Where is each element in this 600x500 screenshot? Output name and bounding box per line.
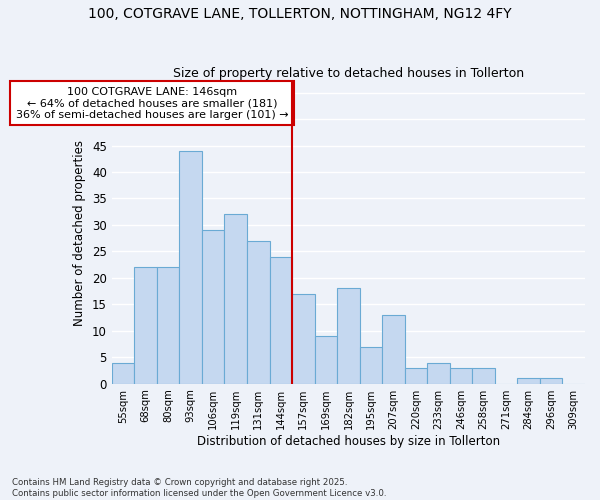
Bar [540, 378, 562, 384]
Bar [472, 368, 495, 384]
Text: Contains HM Land Registry data © Crown copyright and database right 2025.
Contai: Contains HM Land Registry data © Crown c… [12, 478, 386, 498]
Bar [202, 230, 224, 384]
Bar [382, 315, 405, 384]
Bar [405, 368, 427, 384]
Bar [134, 268, 157, 384]
Bar [112, 362, 134, 384]
Bar [359, 346, 382, 384]
Title: Size of property relative to detached houses in Tollerton: Size of property relative to detached ho… [173, 66, 524, 80]
Y-axis label: Number of detached properties: Number of detached properties [73, 140, 86, 326]
Bar [517, 378, 540, 384]
Text: 100, COTGRAVE LANE, TOLLERTON, NOTTINGHAM, NG12 4FY: 100, COTGRAVE LANE, TOLLERTON, NOTTINGHA… [88, 8, 512, 22]
Bar [292, 294, 314, 384]
Bar [224, 214, 247, 384]
Bar [314, 336, 337, 384]
Bar [157, 268, 179, 384]
Text: 100 COTGRAVE LANE: 146sqm
← 64% of detached houses are smaller (181)
36% of semi: 100 COTGRAVE LANE: 146sqm ← 64% of detac… [16, 86, 289, 120]
Bar [337, 288, 359, 384]
Bar [179, 151, 202, 384]
Bar [269, 256, 292, 384]
Bar [450, 368, 472, 384]
Bar [427, 362, 450, 384]
X-axis label: Distribution of detached houses by size in Tollerton: Distribution of detached houses by size … [197, 434, 500, 448]
Bar [247, 241, 269, 384]
